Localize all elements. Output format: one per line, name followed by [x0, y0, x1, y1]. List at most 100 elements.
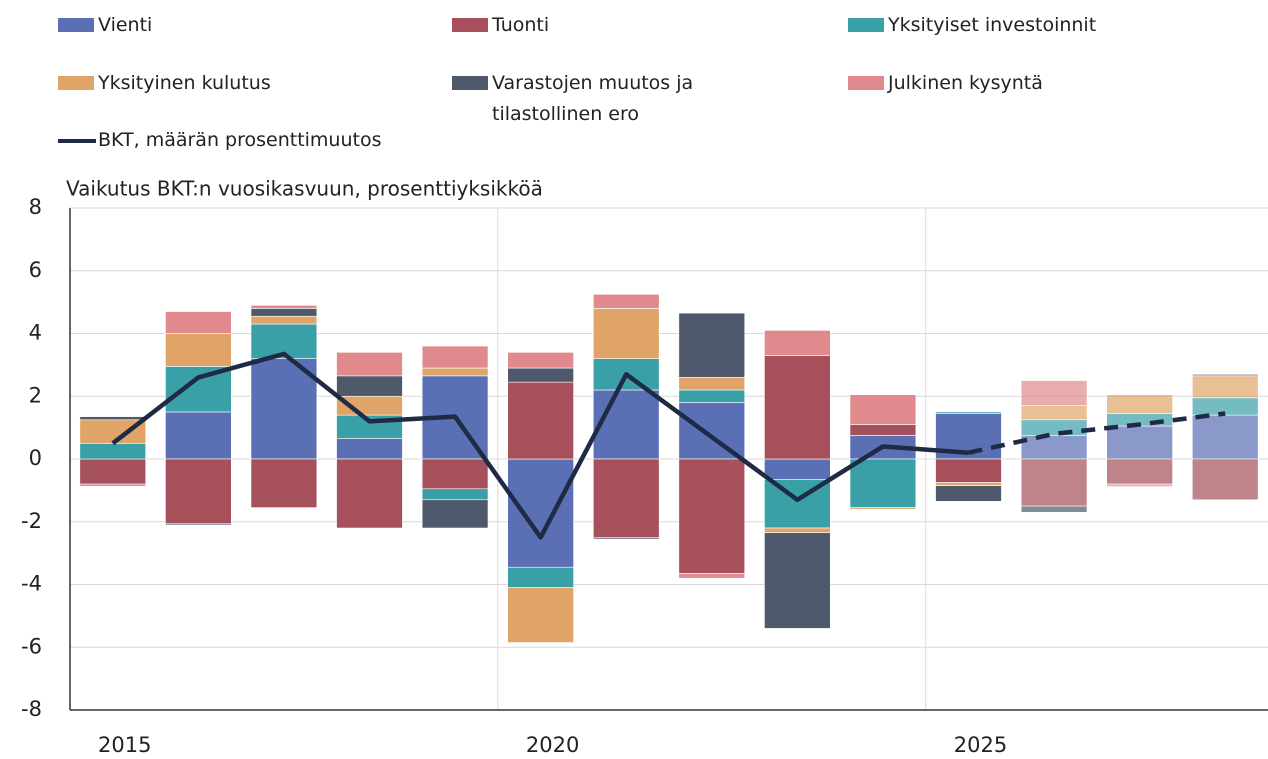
bar-segment — [678, 402, 746, 460]
legend-swatch — [452, 76, 488, 90]
legend-label: Yksityiset investoinnit — [888, 14, 1097, 36]
legend-label: Varastojen muutos ja tilastollinen ero — [492, 72, 694, 125]
bar-segment — [165, 311, 232, 334]
bar-segment — [1020, 505, 1088, 513]
bar-segment — [935, 482, 1002, 486]
legend-swatch — [58, 139, 96, 143]
bar-segment — [592, 293, 660, 309]
bar-segment — [507, 566, 574, 588]
bar-segment — [1106, 458, 1173, 485]
bar-segment — [336, 375, 403, 397]
bar-segment — [849, 424, 917, 436]
bar-segment — [678, 312, 746, 378]
legend-swatch — [452, 18, 488, 32]
bar-segment — [250, 358, 318, 460]
bar-segment — [336, 458, 403, 529]
y-tick-label: 0 — [29, 446, 42, 470]
bar-segment — [764, 458, 831, 480]
legend-swatch — [58, 76, 94, 90]
bar-segment — [1020, 435, 1088, 460]
bar-segment — [1191, 458, 1259, 501]
legend-label: Julkinen kysyntä — [888, 72, 1043, 94]
legend-label: Vienti — [98, 14, 153, 36]
bar-segment — [1106, 483, 1173, 487]
bar-segment — [165, 366, 232, 413]
legend-item: Yksityinen kulutus — [58, 68, 438, 99]
bar-segment — [250, 315, 318, 325]
bar-segment — [507, 367, 574, 383]
bar-segment — [678, 458, 746, 574]
legend-item: Julkinen kysyntä — [848, 68, 1228, 99]
bar-segment — [79, 458, 147, 485]
bar-segment — [250, 304, 318, 309]
bar-segment — [79, 483, 147, 487]
legend-item: Yksityiset investoinnit — [848, 10, 1228, 41]
bar-segment — [1020, 458, 1088, 507]
legend-swatch — [848, 76, 884, 90]
x-tick-label: 2025 — [954, 733, 1007, 757]
bar-segment — [764, 527, 831, 534]
bar-segment — [935, 458, 1002, 483]
y-tick-label: -2 — [21, 509, 42, 533]
bar-segment — [1106, 425, 1173, 460]
y-tick-label: 8 — [29, 195, 42, 219]
bar-segment — [421, 499, 489, 529]
x-tick-label: 2015 — [98, 733, 151, 757]
bar-segment — [79, 443, 147, 460]
bar-segment — [79, 416, 147, 421]
bar-segment — [165, 411, 232, 460]
bar-segment — [507, 352, 574, 369]
legend-swatch — [848, 18, 884, 32]
y-tick-label: 4 — [29, 321, 42, 345]
bar-segment — [592, 308, 660, 359]
legend-item: Varastojen muutos ja tilastollinen ero — [452, 68, 712, 130]
bar-segment — [935, 411, 1002, 414]
x-tick-label: 2020 — [526, 733, 579, 757]
bar-segment — [764, 330, 831, 356]
bar-segment — [1191, 414, 1259, 460]
bar-segment — [849, 458, 917, 508]
legend-label: BKT, määrän prosenttimuutos — [98, 129, 382, 151]
y-tick-label: -8 — [21, 697, 42, 721]
bar-segment — [250, 308, 318, 317]
bar-segment — [1191, 375, 1259, 399]
bar-segment — [250, 458, 318, 508]
bar-segment — [336, 438, 403, 460]
bar-segment — [935, 485, 1002, 502]
bar-segment — [592, 389, 660, 460]
bar-segment — [849, 507, 917, 510]
line-forecast — [968, 411, 1226, 455]
y-axis-title: Vaikutus BKT:n vuosikasvuun, prosenttiyk… — [66, 177, 543, 201]
bar-segment — [336, 352, 403, 377]
bar-segment — [1106, 394, 1173, 414]
bar-segment — [507, 458, 574, 568]
bar-segment — [421, 345, 489, 369]
bar-segment — [592, 537, 660, 540]
legend-item: Vienti — [58, 10, 438, 41]
bar-segment — [165, 458, 232, 524]
bar-segment — [1020, 380, 1088, 406]
line — [111, 351, 969, 540]
bar-segment — [421, 488, 489, 501]
bar-segment — [165, 333, 232, 367]
bar-segment — [764, 532, 831, 629]
bar-segment — [678, 573, 746, 579]
bar-segment — [678, 389, 746, 403]
y-tick-label: 6 — [29, 258, 42, 282]
legend-label: Tuonti — [492, 14, 550, 36]
bar-segment — [764, 355, 831, 460]
bar-segment — [592, 458, 660, 538]
bar-segment — [421, 367, 489, 377]
legend-swatch — [58, 18, 94, 32]
legend-item: BKT, määrän prosenttimuutos — [58, 125, 438, 156]
legend-label: Yksityinen kulutus — [98, 72, 271, 94]
y-tick-label: 2 — [29, 383, 42, 407]
bar-segment — [1191, 397, 1259, 416]
bar-segment — [1020, 419, 1088, 436]
bar-segment — [421, 458, 489, 490]
bar-segment — [678, 377, 746, 391]
bar-segment — [165, 523, 232, 526]
bar-segment — [507, 381, 574, 460]
